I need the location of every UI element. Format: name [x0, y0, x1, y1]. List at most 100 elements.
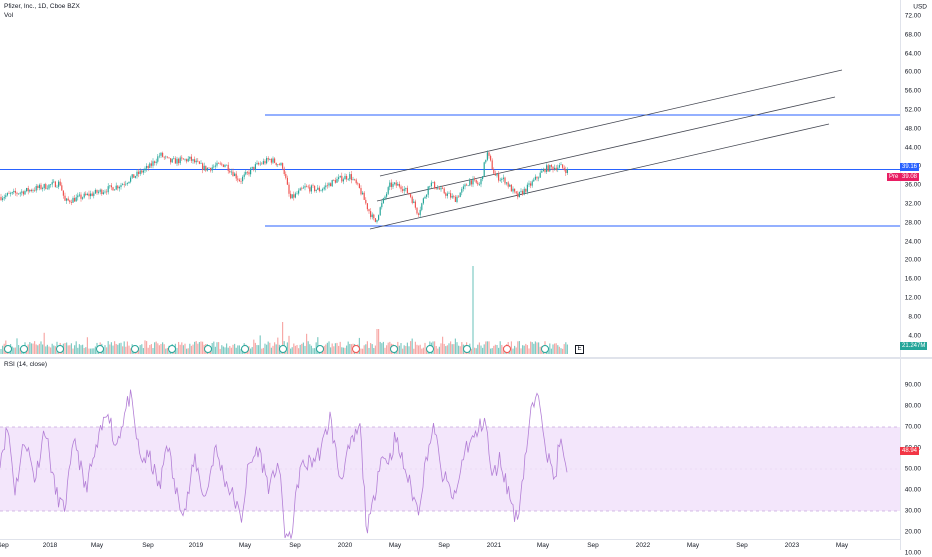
candle-body	[78, 194, 80, 196]
candle-body	[141, 170, 143, 173]
volume-bar	[307, 341, 309, 354]
candle-body	[16, 192, 18, 194]
volume-bar	[531, 342, 533, 354]
candle-body	[514, 188, 516, 192]
volume-bar	[90, 348, 92, 354]
candle-body	[437, 188, 439, 190]
price-tick-label: 12.00	[904, 294, 921, 302]
candle-body	[114, 189, 116, 191]
volume-bar	[533, 343, 535, 354]
candle-body	[328, 183, 330, 186]
volume-bar	[474, 347, 476, 354]
candles-group	[0, 150, 568, 224]
price-tick-label: 64.00	[904, 50, 921, 58]
candle-body	[98, 191, 100, 193]
candle-body	[485, 159, 487, 163]
candle-body	[344, 175, 346, 180]
candle-body	[456, 196, 458, 202]
candle-body	[475, 179, 477, 183]
volume-bar	[11, 346, 13, 354]
candle-body	[40, 184, 42, 189]
candle-body	[0, 196, 2, 201]
candle-body	[309, 187, 311, 192]
volume-bar	[293, 343, 295, 354]
candle-body	[552, 166, 554, 170]
candle-body	[165, 156, 167, 158]
candle-body	[528, 183, 530, 185]
candle-body	[10, 193, 12, 194]
volume-bar	[418, 345, 420, 354]
candle-body	[282, 163, 284, 169]
candle-body	[307, 186, 309, 188]
time-tick-label: 2022	[635, 542, 651, 549]
candle-body	[190, 156, 192, 161]
event-marker-icon	[316, 345, 324, 353]
candle-body	[293, 194, 295, 198]
volume-bar	[371, 344, 373, 354]
volume-bar	[240, 348, 242, 354]
candle-body	[320, 190, 322, 192]
event-marker-icon	[541, 345, 549, 353]
time-axis[interactable]: Sep 2018 May Sep 2019 May Sep 2020 May Sep 2021 May…	[0, 539, 900, 551]
volume-bar	[91, 348, 93, 354]
price-chart[interactable]	[0, 0, 900, 357]
volume-bar	[461, 342, 463, 354]
candle-body	[2, 198, 4, 201]
candle-body	[330, 183, 332, 187]
event-marker-icon	[279, 345, 287, 353]
candle-body	[38, 184, 40, 188]
candle-body	[512, 188, 514, 192]
volume-bar	[558, 346, 560, 354]
volume-bar	[426, 348, 428, 354]
event-marker-icon	[352, 345, 360, 353]
candle-body	[411, 196, 413, 203]
earnings-event-marker[interactable]: E	[575, 345, 584, 354]
candle-body	[102, 192, 104, 195]
candle-body	[469, 180, 471, 186]
volume-bar	[442, 336, 444, 354]
volume-bar	[179, 344, 181, 354]
candle-body	[547, 165, 549, 172]
volume-bar	[374, 345, 376, 354]
candle-body	[461, 188, 463, 193]
volume-bar	[130, 348, 132, 354]
volume-bar	[434, 341, 436, 354]
volume-bar	[368, 347, 370, 354]
symbol-title[interactable]: Pfizer, Inc., 1D, Cboe BZX	[4, 3, 80, 10]
rsi-pane[interactable]	[0, 359, 900, 539]
candle-body	[416, 207, 418, 214]
candle-body	[122, 184, 124, 186]
volume-bar	[282, 322, 284, 354]
volume-bar	[77, 347, 79, 354]
candle-body	[366, 203, 368, 210]
volume-legend[interactable]: Vol	[4, 12, 14, 19]
candle-body	[48, 184, 50, 189]
candle-body	[538, 177, 540, 179]
candle-body	[542, 168, 544, 172]
volume-bar	[536, 342, 538, 354]
candle-body	[342, 179, 344, 182]
rsi-legend[interactable]: RSI (14, close)	[4, 361, 47, 368]
candle-body	[130, 177, 132, 182]
candle-body	[11, 192, 13, 194]
candle-body	[470, 180, 472, 185]
rsi-value-badge: 48.94	[900, 447, 920, 455]
volume-bar	[237, 345, 239, 354]
rsi-tick-label: 40.00	[904, 486, 921, 494]
volume-bar	[198, 342, 200, 354]
volume-bar	[410, 341, 412, 354]
volume-bar	[18, 345, 20, 354]
volume-bar	[478, 342, 480, 354]
time-tick-label: Sep	[289, 542, 301, 549]
price-tick-label: 44.00	[904, 144, 921, 152]
volume-bar	[490, 348, 492, 354]
rsi-tick-label: 20.00	[904, 528, 921, 536]
candle-body	[302, 187, 304, 189]
volume-bar	[85, 347, 87, 354]
pane-separator[interactable]	[0, 357, 932, 359]
price-tick-label: 4.00	[908, 332, 921, 340]
candle-body	[477, 182, 479, 185]
volume-bar	[253, 339, 255, 354]
volume-bar	[498, 347, 500, 354]
volume-bar	[181, 342, 183, 354]
